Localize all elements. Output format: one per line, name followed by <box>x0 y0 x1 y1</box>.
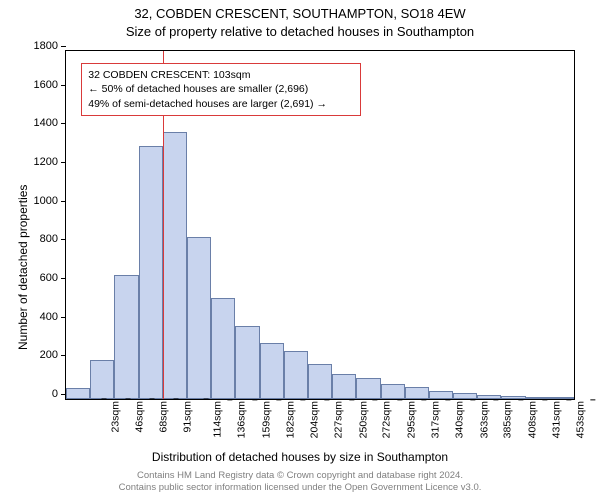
y-tick-label: 1600 <box>34 79 66 91</box>
x-tick-label: 385sqm <box>499 401 513 438</box>
x-axis-label: Distribution of detached houses by size … <box>0 450 600 464</box>
y-tick-label: 200 <box>40 349 66 361</box>
y-axis-label: Number of detached properties <box>16 185 30 350</box>
y-tick-label: 1400 <box>34 117 66 129</box>
x-tick-label: 363sqm <box>476 401 490 438</box>
footer-line2: Contains public sector information licen… <box>119 482 482 493</box>
y-tick-label: 1800 <box>34 40 66 52</box>
annotation-box: 32 COBDEN CRESCENT: 103sqm← 50% of detac… <box>81 63 361 116</box>
histogram-bar <box>163 132 187 399</box>
chart-title-line2: Size of property relative to detached ho… <box>0 24 600 39</box>
x-tick-label: 23sqm <box>107 401 121 433</box>
histogram-bar <box>405 387 429 399</box>
x-tick-label: 272sqm <box>379 401 393 438</box>
y-tick-label: 800 <box>40 233 66 245</box>
x-tick-label: 91sqm <box>180 401 194 433</box>
chart-title-line1: 32, COBDEN CRESCENT, SOUTHAMPTON, SO18 4… <box>0 6 600 21</box>
x-tick-label: 250sqm <box>355 401 369 438</box>
x-tick-label: 317sqm <box>427 401 441 438</box>
x-tick-label: 68sqm <box>155 401 169 433</box>
histogram-bar <box>66 388 90 399</box>
histogram-bar <box>332 374 356 399</box>
y-tick-label: 0 <box>52 388 66 400</box>
x-tick-label: 182sqm <box>283 401 297 438</box>
x-tick-label: 408sqm <box>524 401 538 438</box>
y-tick-label: 1200 <box>34 156 66 168</box>
histogram-bar <box>429 391 453 399</box>
histogram-bar <box>381 384 405 399</box>
x-tick-label: 453sqm <box>572 401 586 438</box>
x-tick-label: 46sqm <box>132 401 146 433</box>
annotation-line: 32 COBDEN CRESCENT: 103sqm <box>88 68 354 82</box>
y-tick-label: 1000 <box>34 195 66 207</box>
x-tick-label: 114sqm <box>209 401 223 438</box>
histogram-bar <box>114 275 138 399</box>
x-tick-label: 159sqm <box>258 401 272 438</box>
histogram-bar <box>211 298 235 399</box>
footer-line1: Contains HM Land Registry data © Crown c… <box>137 470 463 481</box>
histogram-bar <box>356 378 380 399</box>
histogram-bar <box>139 146 163 399</box>
annotation-line: 49% of semi-detached houses are larger (… <box>88 97 354 111</box>
chart-footer: Contains HM Land Registry data © Crown c… <box>0 470 600 494</box>
x-tick-label: 431sqm <box>549 401 563 438</box>
x-tick-label: 136sqm <box>234 401 248 438</box>
histogram-bar <box>235 326 259 399</box>
y-tick-label: 400 <box>40 311 66 323</box>
x-tick-label: 204sqm <box>306 401 320 438</box>
histogram-bar <box>90 360 114 399</box>
x-tick-label: 227sqm <box>331 401 345 438</box>
histogram-bar <box>260 343 284 399</box>
x-tick-label: 340sqm <box>451 401 465 438</box>
histogram-bar <box>284 351 308 399</box>
x-tick-label: 476sqm <box>597 401 600 438</box>
x-tick-label: 295sqm <box>403 401 417 438</box>
y-tick-label: 600 <box>40 272 66 284</box>
histogram-bar <box>187 237 211 399</box>
histogram-bar <box>308 364 332 399</box>
annotation-line: ← 50% of detached houses are smaller (2,… <box>88 82 354 96</box>
plot-area: 02004006008001000120014001600180023sqm46… <box>65 50 575 400</box>
